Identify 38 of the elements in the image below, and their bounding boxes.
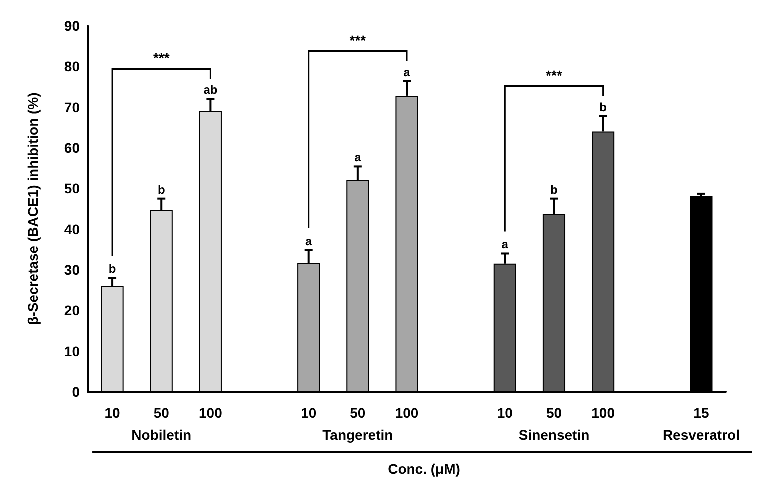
data-label: a (502, 238, 509, 252)
x-tick-label: 10 (497, 405, 514, 421)
y-tick-label: 30 (64, 262, 80, 278)
data-label: b (550, 182, 558, 197)
y-tick-label: 80 (64, 58, 80, 75)
y-tick-label: 70 (64, 99, 80, 116)
x-tick-label: 50 (154, 405, 170, 421)
x-tick-label: 100 (592, 405, 616, 421)
y-tick-label: 50 (64, 180, 80, 197)
annotation: *** (350, 32, 367, 48)
y-tick-label: 20 (64, 302, 80, 319)
text: Resveratrol (662, 427, 740, 443)
data-label: a (354, 150, 362, 165)
y-tick-label: 40 (64, 221, 80, 238)
data-label: ab (204, 83, 218, 98)
annotation: *** (546, 67, 563, 84)
y-tick-label: 10 (64, 343, 80, 360)
text: Nobiletin (132, 427, 192, 443)
annotation: *** (153, 50, 170, 66)
x-tick-label: 100 (395, 405, 419, 421)
data-label: b (108, 262, 116, 276)
text: Tangeretin (322, 427, 394, 443)
x-tick-label: 15 (694, 405, 710, 421)
data-label: a (404, 65, 411, 80)
x-tick-label: 10 (104, 405, 121, 421)
data-label: b (158, 182, 166, 197)
y-tick-label: 90 (64, 18, 80, 34)
data-label: a (306, 234, 312, 248)
y-axis-title: β-Secretase (BACE1) inhibition (%) (25, 92, 41, 326)
x-tick-label: 50 (350, 405, 366, 421)
x-tick-label: 50 (546, 405, 562, 421)
y-tick-label: 60 (64, 140, 80, 156)
x-tick-label: 100 (199, 405, 223, 421)
y-tick-label: 0 (72, 384, 80, 400)
x-tick-label: 10 (301, 405, 317, 421)
text: Sinensetin (518, 427, 590, 443)
data-label: b (600, 100, 607, 114)
x-axis-title: Conc. (μM) (388, 461, 460, 477)
